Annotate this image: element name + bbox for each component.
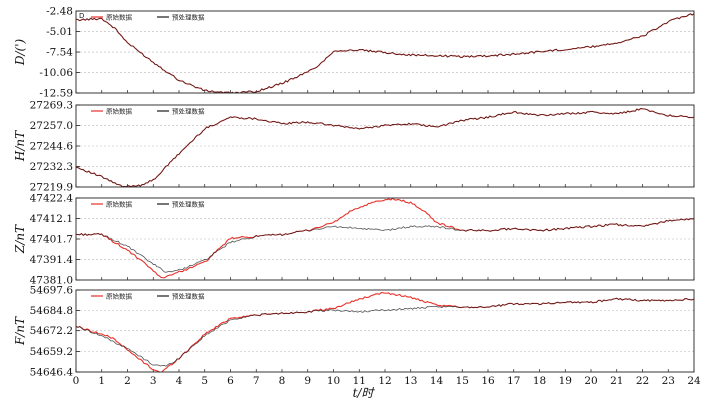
legend: 原始数据 预处理数据	[91, 292, 205, 301]
x-tick-label: 19	[559, 375, 572, 387]
x-tick-label: 14	[430, 375, 444, 387]
x-tick-label: 20	[584, 375, 597, 387]
y-tick-label: 54672.2	[30, 325, 73, 337]
series-line-processed	[76, 108, 694, 187]
x-tick-label: 7	[253, 375, 260, 387]
x-axis-label: t/时	[353, 386, 376, 400]
y-tick-label: 27232.3	[30, 161, 73, 173]
x-tick-label: 12	[378, 375, 391, 387]
y-tick-label: 47381.0	[30, 275, 73, 287]
x-tick-label: 15	[456, 375, 469, 387]
x-tick-label: 17	[507, 375, 520, 387]
legend-label-processed: 预处理数据	[172, 200, 205, 209]
legend-label-processed: 预处理数据	[172, 13, 205, 22]
y-tick-label: 27257.0	[30, 120, 73, 132]
legend-label-original: 原始数据	[106, 13, 133, 22]
panel-H: 27269.3 27257.0 27244.6 27232.3 27219.9 原始数据 预…	[13, 100, 695, 194]
legend: 原始数据 预处理数据	[91, 200, 205, 209]
x-tick-label: 11	[353, 375, 366, 387]
panel-frame	[75, 10, 695, 94]
y-tick-label: -12.59	[39, 88, 73, 100]
legend: 原始数据 预处理数据	[91, 13, 205, 22]
series-line-processed	[76, 13, 694, 93]
y-tick-label: 27244.6	[30, 141, 74, 153]
series-line-processed	[76, 218, 694, 273]
x-tick-label: 0	[73, 375, 80, 387]
x-tick-label: 2	[124, 375, 131, 387]
panel-D: -2.48 -5.01 -7.54 -10.06 -12.59 原始数据 预处理数据 D D/(…	[13, 6, 695, 100]
panel-frame	[75, 104, 695, 188]
x-tick-label: 1	[98, 375, 105, 387]
y-axis-label: F/nT	[13, 316, 27, 346]
y-tick-label: 54684.8	[30, 305, 73, 317]
x-tick-label: 10	[327, 375, 340, 387]
panel-label: D	[79, 12, 84, 20]
y-tick-label: -7.54	[46, 47, 73, 59]
x-tick-label: 23	[662, 375, 675, 387]
legend-label-original: 原始数据	[106, 200, 133, 209]
series-line-processed	[76, 297, 694, 367]
panel-background	[76, 290, 694, 372]
y-tick-label: 47412.1	[30, 213, 73, 225]
y-tick-label: 54697.6	[30, 285, 74, 297]
y-axis-label: D/(')	[13, 39, 27, 67]
y-tick-label: 54659.2	[30, 346, 73, 358]
panel-frame	[75, 197, 695, 281]
legend-label-processed: 预处理数据	[172, 107, 205, 116]
x-tick-label: 5	[201, 375, 208, 387]
panel-F: 54697.6 54684.8 54672.2 54659.2 54646.4 原始数据 预…	[13, 285, 695, 379]
x-tick-label: 9	[304, 375, 311, 387]
x-tick-label: 4	[176, 375, 183, 387]
x-tick-label: 3	[150, 375, 157, 387]
y-tick-label: -5.01	[46, 26, 73, 38]
y-tick-label: 47391.4	[30, 254, 74, 266]
legend-label-original: 原始数据	[106, 292, 133, 301]
x-tick-label: 18	[533, 375, 546, 387]
legend-label-processed: 预处理数据	[172, 292, 205, 301]
legend-label-original: 原始数据	[106, 107, 133, 116]
y-tick-label: 27219.9	[30, 182, 73, 194]
x-tick-label: 8	[279, 375, 286, 387]
y-axis-label: Z/nT	[13, 224, 27, 254]
panel-frame	[75, 289, 695, 373]
x-tick-label: 22	[636, 375, 649, 387]
x-tick-label: 21	[610, 375, 623, 387]
y-tick-label: -2.48	[46, 6, 73, 18]
y-tick-label: 54646.4	[30, 367, 74, 379]
y-tick-label: 47422.4	[30, 193, 74, 205]
legend: 原始数据 预处理数据	[91, 107, 205, 116]
x-tick-label: 13	[404, 375, 417, 387]
y-tick-label: 27269.3	[30, 100, 73, 112]
panel-Z: 47422.4 47412.1 47401.7 47391.4 47381.0 原始数据 预…	[13, 193, 695, 287]
x-tick-label: 24	[687, 375, 701, 387]
x-tick-label: 6	[227, 375, 234, 387]
x-tick-label: 16	[481, 375, 495, 387]
y-tick-label: 47401.7	[30, 234, 73, 246]
y-tick-label: -10.06	[39, 67, 73, 79]
y-axis-label: H/nT	[13, 130, 27, 162]
